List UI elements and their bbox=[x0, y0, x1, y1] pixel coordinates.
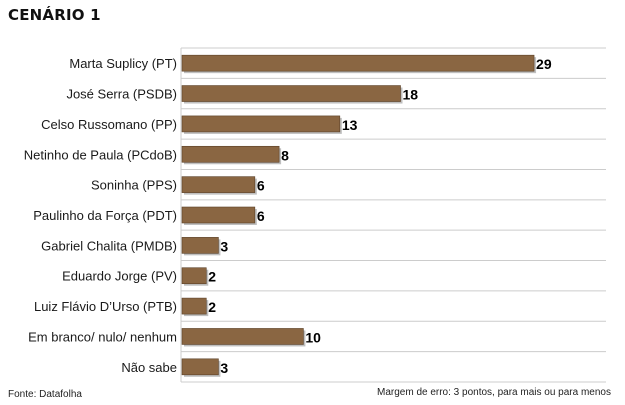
bar bbox=[181, 115, 341, 133]
bar bbox=[181, 328, 304, 345]
value-label: 13 bbox=[342, 117, 358, 133]
source-note: Fonte: Datafolha bbox=[8, 389, 82, 400]
category-label: Em branco/ nulo/ nenhum bbox=[28, 329, 177, 344]
bar bbox=[181, 145, 280, 163]
category-label: Soninha (PPS) bbox=[91, 178, 177, 193]
margin-of-error-note: Margem de erro: 3 pontos, para mais ou p… bbox=[376, 387, 611, 398]
bar bbox=[181, 358, 219, 376]
bars bbox=[181, 54, 537, 377]
value-label: 8 bbox=[281, 147, 289, 163]
bar bbox=[181, 237, 219, 254]
value-label: 3 bbox=[220, 360, 228, 376]
bar bbox=[181, 54, 535, 72]
value-label: 2 bbox=[208, 299, 216, 315]
value-label: 2 bbox=[208, 269, 216, 285]
category-label: Netinho de Paula (PCdoB) bbox=[24, 147, 177, 162]
value-label: 6 bbox=[257, 178, 265, 194]
category-label: Paulinho da Força (PDT) bbox=[33, 208, 177, 223]
bar bbox=[181, 206, 256, 224]
bar bbox=[181, 297, 207, 315]
grid-lines bbox=[180, 47, 606, 383]
bar bbox=[181, 176, 256, 193]
category-label: Eduardo Jorge (PV) bbox=[62, 269, 177, 284]
value-label: 10 bbox=[305, 329, 321, 345]
category-label: Luiz Flávio D’Urso (PTB) bbox=[34, 299, 177, 314]
bar bbox=[181, 267, 207, 285]
value-label: 6 bbox=[257, 208, 265, 224]
category-label: Marta Suplicy (PT) bbox=[69, 56, 177, 71]
category-label: Celso Russomano (PP) bbox=[41, 117, 177, 132]
category-label: Não sabe bbox=[121, 360, 177, 375]
chart-title: CENÁRIO 1 bbox=[8, 6, 101, 24]
value-label: 3 bbox=[220, 238, 228, 254]
value-label: 29 bbox=[536, 56, 552, 72]
bar bbox=[181, 85, 401, 102]
category-labels: Marta Suplicy (PT) José Serra (PSDB) Celso… bbox=[24, 56, 177, 375]
category-label: Gabriel Chalita (PMDB) bbox=[41, 238, 177, 253]
value-label: 18 bbox=[403, 87, 419, 103]
category-label: José Serra (PSDB) bbox=[66, 87, 177, 102]
